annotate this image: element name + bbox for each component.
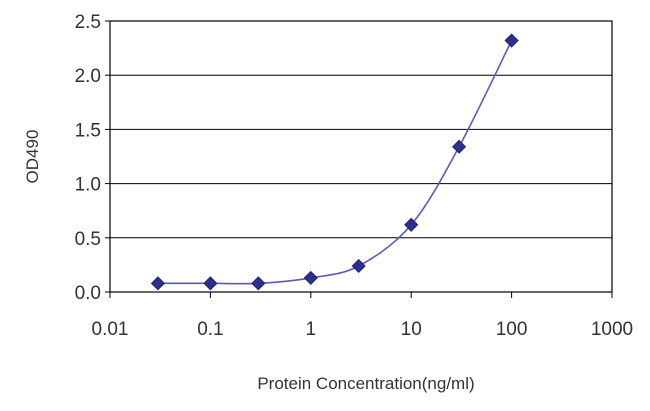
- data-point-marker: [203, 276, 218, 291]
- series-layer: [150, 33, 519, 291]
- plot-area: [109, 20, 613, 293]
- data-point-marker: [351, 258, 366, 274]
- data-point-marker: [504, 33, 519, 48]
- x-tick-label: 1000: [591, 319, 633, 340]
- y-axis-title: OD490: [23, 130, 42, 184]
- y-tick-label: 1.0: [75, 175, 101, 196]
- y-tick-label: 0.0: [75, 283, 101, 304]
- x-axis-title: Protein Concentration(ng/ml): [257, 374, 474, 393]
- x-tick-label: 0.01: [92, 319, 129, 340]
- y-tick-label: 2.5: [75, 12, 101, 33]
- x-tick-label: 1: [306, 319, 317, 340]
- data-point-marker: [303, 270, 318, 285]
- x-tick-label: 100: [496, 319, 528, 340]
- tick-labels: 0.0 0.5 1.0 1.5 2.0 2.5 0.01 0.1 1 10 100 1000: [75, 12, 634, 340]
- data-point-marker: [251, 276, 266, 291]
- y-tick-label: 0.5: [75, 229, 101, 250]
- axis-ticks: [105, 20, 613, 298]
- x-tick-label: 0.1: [197, 319, 223, 340]
- y-tick-label: 2.0: [75, 66, 101, 87]
- y-tick-label: 1.5: [75, 120, 101, 141]
- data-point-marker: [150, 276, 165, 291]
- data-point-marker: [452, 139, 467, 154]
- x-tick-label: 10: [401, 319, 422, 340]
- grid-lines: [110, 74, 612, 239]
- data-point-marker: [404, 217, 419, 232]
